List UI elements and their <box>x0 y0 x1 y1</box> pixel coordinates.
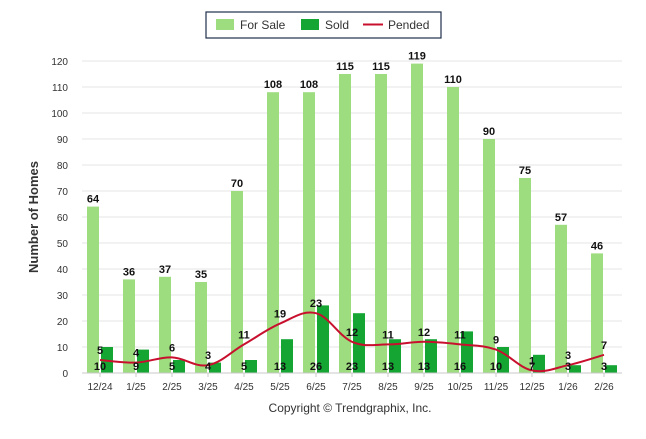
x-tick-label: 1/26 <box>558 382 578 393</box>
data-label-for-sale: 35 <box>195 269 207 281</box>
y-tick-label: 80 <box>57 161 69 172</box>
data-label-sold: 13 <box>382 361 394 373</box>
data-label-for-sale: 64 <box>87 194 100 206</box>
x-tick-label: 11/25 <box>484 382 509 393</box>
y-tick-label: 30 <box>57 291 69 302</box>
y-tick-label: 70 <box>57 187 69 198</box>
data-label-pended: 11 <box>454 329 466 341</box>
data-label-pended: 4 <box>133 348 140 360</box>
legend-swatch-sold <box>301 19 319 30</box>
data-label-sold: 10 <box>490 361 502 373</box>
y-axis-title: Number of Homes <box>26 161 41 273</box>
data-label-for-sale: 119 <box>408 51 426 63</box>
data-label-for-sale: 75 <box>519 165 531 177</box>
legend-label-pended: Pended <box>388 18 429 32</box>
data-label-pended: 11 <box>382 329 394 341</box>
data-label-sold: 4 <box>205 361 212 373</box>
x-tick-label: 6/25 <box>306 382 326 393</box>
x-tick-label: 3/25 <box>198 382 218 393</box>
data-label-pended: 3 <box>205 350 211 362</box>
y-tick-label: 90 <box>57 135 69 146</box>
y-tick-label: 10 <box>57 343 69 354</box>
data-label-sold: 13 <box>418 361 430 373</box>
bar-for-sale <box>303 92 315 373</box>
data-label-pended: 9 <box>493 335 499 347</box>
x-tick-label: 4/25 <box>234 382 254 393</box>
x-tick-label: 12/24 <box>87 382 112 393</box>
x-tick-label: 1/25 <box>126 382 146 393</box>
data-label-pended: 23 <box>310 298 322 310</box>
data-label-sold: 26 <box>310 361 322 373</box>
x-tick-label: 10/25 <box>447 382 472 393</box>
x-tick-label: 2/26 <box>594 382 614 393</box>
copyright-footer: Copyright © Trendgraphix, Inc. <box>269 401 432 415</box>
data-label-sold: 3 <box>601 361 607 373</box>
y-tick-label: 20 <box>57 317 69 328</box>
data-label-for-sale: 90 <box>483 126 495 138</box>
y-tick-label: 120 <box>51 57 68 68</box>
data-label-for-sale: 36 <box>123 266 135 278</box>
data-label-pended: 19 <box>274 309 286 321</box>
x-tick-label: 12/25 <box>519 382 544 393</box>
y-tick-label: 40 <box>57 265 69 276</box>
y-tick-label: 50 <box>57 239 69 250</box>
chart-legend: For Sale Sold Pended <box>206 12 441 38</box>
x-tick-label: 8/25 <box>378 382 398 393</box>
data-label-pended: 1 <box>529 355 535 367</box>
legend-swatch-for-sale <box>216 19 234 30</box>
x-tick-label: 9/25 <box>414 382 434 393</box>
data-label-for-sale: 70 <box>231 178 243 190</box>
y-tick-label: 0 <box>62 369 68 380</box>
data-label-pended: 12 <box>418 327 430 339</box>
data-label-pended: 7 <box>601 340 607 352</box>
bar-for-sale <box>519 178 531 373</box>
bar-for-sale <box>267 92 279 373</box>
y-tick-label: 60 <box>57 213 69 224</box>
x-tick-label: 5/25 <box>270 382 290 393</box>
y-tick-label: 110 <box>52 83 68 94</box>
data-label-pended: 11 <box>238 329 250 341</box>
y-tick-label: 100 <box>51 109 68 120</box>
x-tick-label: 2/25 <box>162 382 182 393</box>
data-label-for-sale: 110 <box>444 74 462 86</box>
data-label-sold: 16 <box>454 361 466 373</box>
data-label-pended: 3 <box>565 350 571 362</box>
data-label-for-sale: 57 <box>555 212 567 224</box>
data-label-sold: 10 <box>94 361 106 373</box>
data-label-pended: 6 <box>169 342 175 354</box>
data-label-sold: 9 <box>133 361 139 373</box>
data-label-for-sale: 115 <box>336 61 354 73</box>
x-tick-label: 7/25 <box>342 382 362 393</box>
data-label-for-sale: 108 <box>300 79 318 91</box>
data-label-for-sale: 115 <box>372 61 390 73</box>
data-label-sold: 5 <box>169 361 175 373</box>
data-label-sold: 13 <box>274 361 286 373</box>
data-label-sold: 3 <box>565 361 571 373</box>
data-label-pended: 12 <box>346 327 358 339</box>
data-label-for-sale: 108 <box>264 79 282 91</box>
legend-label-for-sale: For Sale <box>240 18 286 32</box>
data-label-for-sale: 37 <box>159 264 171 276</box>
data-label-pended: 5 <box>97 345 103 357</box>
data-label-sold: 5 <box>241 361 247 373</box>
data-label-sold: 23 <box>346 361 358 373</box>
data-label-for-sale: 46 <box>591 240 603 252</box>
legend-label-sold: Sold <box>325 18 349 32</box>
bar-for-sale <box>375 74 387 373</box>
